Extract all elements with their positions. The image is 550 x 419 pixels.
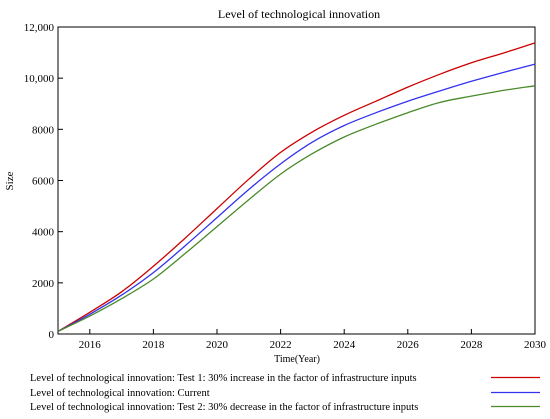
x-tick-label: 2022	[270, 339, 292, 351]
x-tick-label: 2026	[397, 339, 420, 351]
x-tick-label: 2018	[142, 339, 165, 351]
legend-entry-label: Level of technological innovation: Curre…	[30, 388, 210, 399]
x-tick-label: 2030	[524, 339, 547, 351]
y-tick-label: 8000	[32, 124, 55, 136]
y-axis-label: Size	[4, 171, 16, 190]
x-axis-label: Time(Year)	[274, 354, 320, 365]
y-tick-label: 2000	[32, 278, 55, 290]
y-tick-label: 10,000	[24, 73, 55, 85]
y-tick-label: 6000	[32, 176, 55, 188]
series-line-2	[57, 63, 536, 332]
series-lines	[57, 42, 536, 332]
x-axis-ticks: 2016 2018 2020 2022 2024 2026 2028 2030	[79, 329, 547, 351]
legend: Level of technological innovation: Test …	[30, 373, 540, 413]
series-line-1	[57, 42, 536, 332]
series-line-3	[57, 85, 536, 332]
y-tick-label: 4000	[32, 227, 55, 239]
legend-entry-label: Level of technological innovation: Test …	[30, 402, 418, 413]
x-tick-label: 2024	[333, 339, 356, 351]
y-tick-label: 12,000	[24, 22, 55, 34]
y-axis-ticks: 0 2000 4000 6000 8000 10,000 12,000	[24, 22, 63, 341]
chart-title: Level of technological innovation	[218, 7, 380, 21]
y-tick-label: 0	[49, 329, 55, 341]
x-tick-label: 2016	[79, 339, 102, 351]
legend-entry-label: Level of technological innovation: Test …	[30, 373, 417, 384]
x-tick-label: 2028	[460, 339, 483, 351]
plot-area	[57, 26, 536, 335]
x-tick-label: 2020	[206, 339, 229, 351]
